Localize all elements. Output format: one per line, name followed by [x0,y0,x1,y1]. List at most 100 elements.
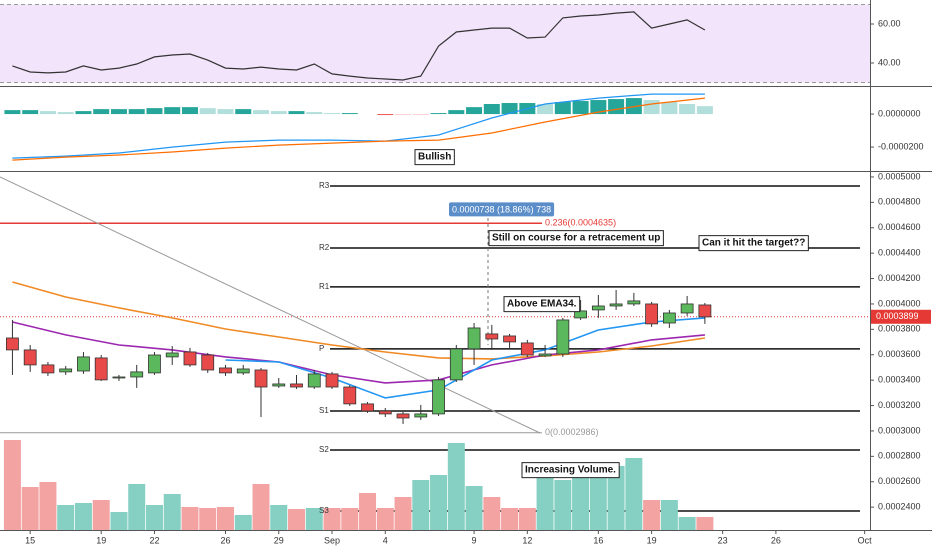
candle-body [503,335,516,343]
under-layer [0,3,870,530]
annotation: Increasing Volume. [525,465,616,476]
macd-histogram-bar [412,114,429,116]
x-tick-label: Oct [858,535,873,545]
x-tick-label: Sep [324,535,340,545]
macd-histogram-bar [110,109,127,115]
x-tick-label: 23 [718,535,728,545]
pivot-label: S3 [319,506,329,515]
volume-bar [199,508,217,530]
x-tick-label: 9 [472,535,477,545]
macd-histogram-bar [22,110,39,115]
y-tick-label: 0.0004400 [878,248,921,258]
candle-body [662,312,676,324]
candle-body [325,373,339,388]
candle-body [219,367,232,374]
candle-body [94,357,108,381]
candle-body [485,333,499,340]
candle-body [77,356,90,372]
annotation-box [521,462,620,479]
macd-histogram-bar [377,114,394,116]
pivot-label: R2 [319,243,330,252]
macd-histogram-bar [554,102,571,115]
macd-histogram-bar [39,111,56,115]
last-price-label: 0.0003899 [876,311,919,321]
macd-histogram-bar [270,111,287,115]
macd-histogram-bar [181,107,198,115]
x-tick-label: 26 [220,535,230,545]
moving-average [225,317,705,399]
y-tick-label: 0.0004200 [878,273,921,283]
y-tick-label: 0.0004600 [878,222,921,232]
macd-histogram-bar [483,104,500,115]
pivot-label: R3 [319,181,330,190]
x-tick-label: 19 [647,535,657,545]
macd-histogram-bar [128,109,145,115]
candle-body [574,310,587,319]
volume-bar [501,508,519,530]
pivot-label: S2 [319,445,329,454]
volume-bar [696,517,714,530]
y-tick-label: 0.0003000 [878,425,921,435]
volume-bar [359,493,377,530]
macd-histogram-bar [501,103,518,115]
candle-body [556,319,570,355]
macd-histogram-bar [430,113,447,115]
volume-bar [163,494,181,530]
annotation-box [414,149,455,166]
candle-body [414,413,428,418]
volume-bar [589,464,607,530]
candle-body [236,368,250,374]
volume-bar [145,505,163,530]
annotation-box [503,296,581,313]
x-tick-label: 19 [96,535,106,545]
macd-histogram-bar [590,100,607,115]
candle-body [591,305,605,311]
measure-label: 0.0000738 (18.86%) 738 [452,204,551,214]
volume-bar [572,467,590,530]
x-tick-label: 26 [771,535,781,545]
candle-body [130,371,144,378]
macd-histogram-bar [253,110,269,115]
volume-bar [518,508,536,530]
volume-bar [252,484,270,530]
candle-body [201,354,215,371]
macd-histogram-bar [696,106,713,115]
rsi-line [12,11,706,81]
candle-body [396,413,410,419]
candle-body [254,369,268,388]
volume-bar [270,505,288,530]
candle-body [165,352,179,358]
volume-bar [607,466,625,530]
macd-histogram-bar [643,100,660,115]
candle-body [272,383,286,387]
macd-histogram-bar [341,113,358,115]
macd-histogram-bar [572,101,589,115]
macd-histogram-bar [199,108,216,115]
candle-body [645,303,659,325]
candle-body [148,354,161,374]
fib-label: 0.236(0.0004635) [545,218,616,228]
volume-bar [412,480,430,530]
annotation: Can it hit the target?? [702,238,805,249]
moving-average [12,281,706,360]
y-tick-label: 0.0004800 [878,197,921,207]
macd-histogram-bar [75,111,92,115]
volume-bar [678,517,696,530]
volume-bar [128,484,146,530]
candle-body [627,300,641,305]
volume-bar [447,443,465,530]
candle-body [432,379,445,415]
macd-histogram-bar [324,113,341,115]
pivot-label: S1 [319,406,329,415]
candle-body [520,342,534,356]
macd-histogram-bar [235,109,252,115]
y-tick-label: 0.0003400 [878,375,921,385]
macd-line [12,97,705,161]
y-tick-label: 0.0002400 [878,502,921,512]
volume-bar [376,508,394,530]
candle-body [307,373,321,388]
candle-body [609,303,623,307]
volume-bar [394,497,412,530]
y-tick-label: 40.00 [878,57,901,67]
